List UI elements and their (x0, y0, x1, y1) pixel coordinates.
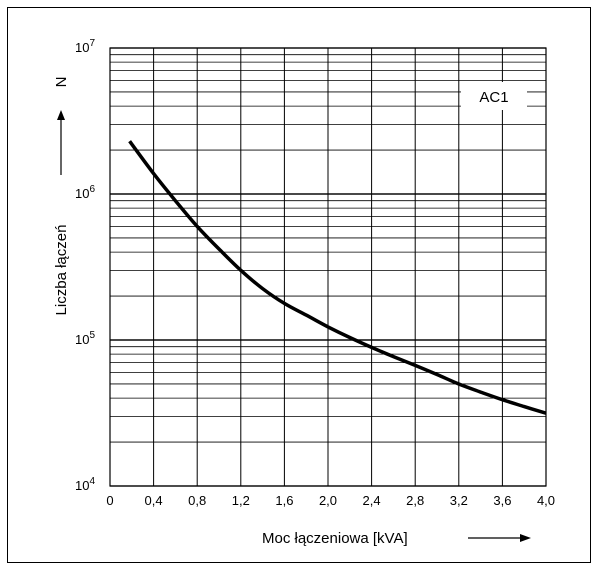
legend-box (461, 82, 527, 110)
x-tick-label: 4,0 (537, 493, 555, 508)
x-tick-label: 0,8 (188, 493, 206, 508)
legend-label: AC1 (479, 89, 508, 106)
x-tick-label: 2,4 (363, 493, 381, 508)
x-tick-label: 3,2 (450, 493, 468, 508)
y-tick-label: 105 (75, 330, 95, 347)
x-tick-label: 2,8 (406, 493, 424, 508)
y-tick-label: 104 (75, 476, 95, 493)
x-tick-label: 2,0 (319, 493, 337, 508)
x-tick-label: 0,4 (145, 493, 163, 508)
y-axis-arrow-head (57, 110, 65, 120)
x-tick-label: 1,2 (232, 493, 250, 508)
x-tick-label: 0 (106, 493, 113, 508)
y-tick-label: 106 (75, 184, 95, 201)
y-tick-labels: 104 105 106 107 (75, 38, 95, 493)
plot-border (109, 47, 547, 487)
y-axis-symbol: N (53, 77, 70, 88)
x-axis-title: Moc łączeniowa [kVA] (262, 530, 408, 547)
x-tick-label: 1,6 (275, 493, 293, 508)
series-group (128, 140, 547, 415)
y-axis-title-group: Liczba łączeń (53, 225, 70, 316)
y-symbol-group: N (53, 77, 70, 88)
x-axis-arrow-head (520, 534, 531, 542)
series-line (128, 140, 547, 415)
y-axis-title: Liczba łączeń (53, 225, 70, 316)
x-tick-label: 3,6 (493, 493, 511, 508)
y-tick-label: 107 (75, 38, 95, 55)
x-tick-labels: 0 0,4 0,8 1,2 1,6 2,0 2,4 2,8 3,2 3,6 4,0 (106, 493, 555, 508)
